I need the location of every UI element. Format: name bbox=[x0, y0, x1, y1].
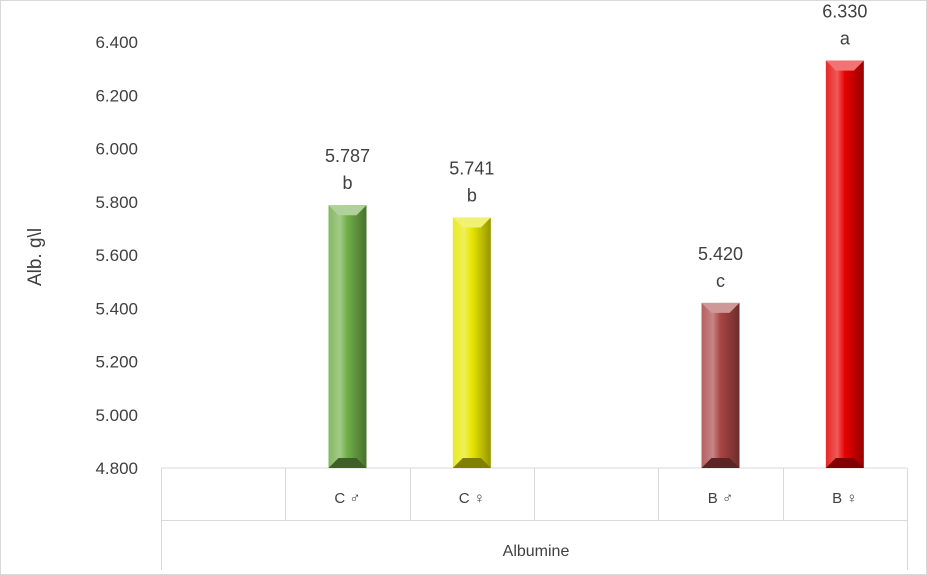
bar bbox=[328, 205, 367, 468]
data-label-value: 5.741 bbox=[449, 158, 494, 178]
data-label-significance: b bbox=[467, 185, 477, 205]
group-label-albumine: Albumine bbox=[503, 543, 570, 560]
data-labels: 5.787 b 5.741 b 5.420 c 6.330 a bbox=[325, 2, 867, 291]
y-tick-label: 6.000 bbox=[95, 140, 138, 159]
x-tick-label: B ♂ bbox=[708, 490, 733, 507]
y-tick-label: 5.400 bbox=[95, 299, 138, 318]
data-label-significance: b bbox=[342, 173, 352, 193]
bar-body bbox=[328, 205, 367, 468]
bar-bevel-top bbox=[701, 302, 740, 313]
bar-bevel-bottom bbox=[701, 458, 740, 468]
bar-body bbox=[825, 60, 864, 468]
bar-body bbox=[452, 217, 491, 468]
y-tick-label: 6.400 bbox=[95, 33, 138, 52]
bars bbox=[328, 60, 864, 468]
data-label-value: 5.420 bbox=[698, 244, 743, 264]
bar-bevel-bottom bbox=[825, 458, 864, 468]
bar-bevel-top bbox=[452, 217, 491, 228]
y-tick-label: 5.000 bbox=[95, 406, 138, 425]
y-tick-label: 4.800 bbox=[95, 459, 138, 478]
y-tick-label: 5.600 bbox=[95, 246, 138, 265]
data-label-value: 5.787 bbox=[325, 146, 370, 166]
data-label-value: 6.330 bbox=[822, 2, 867, 22]
data-label-significance: a bbox=[840, 29, 851, 49]
bar bbox=[452, 217, 491, 468]
bar-body bbox=[701, 302, 740, 468]
y-tick-label: 5.200 bbox=[95, 353, 138, 372]
bar-bevel-bottom bbox=[452, 458, 491, 468]
x-tick-label: C ♂ bbox=[334, 490, 360, 507]
bar-bevel-top bbox=[825, 60, 864, 71]
x-tick-label: C ♀ bbox=[459, 490, 485, 507]
y-tick-label: 6.200 bbox=[95, 86, 138, 105]
y-tick-label: 5.800 bbox=[95, 193, 138, 212]
bar bbox=[825, 60, 864, 468]
bar-bevel-top bbox=[328, 205, 367, 216]
bar-bevel-bottom bbox=[328, 458, 367, 468]
data-label-significance: c bbox=[716, 271, 725, 291]
bar bbox=[701, 302, 740, 468]
x-tick-label: B ♀ bbox=[832, 490, 857, 507]
y-axis-label: Alb. g\l bbox=[25, 228, 46, 286]
axes: 4.800 5.000 5.200 5.400 5.600 5.800 6.000 6.200… bbox=[95, 33, 908, 570]
